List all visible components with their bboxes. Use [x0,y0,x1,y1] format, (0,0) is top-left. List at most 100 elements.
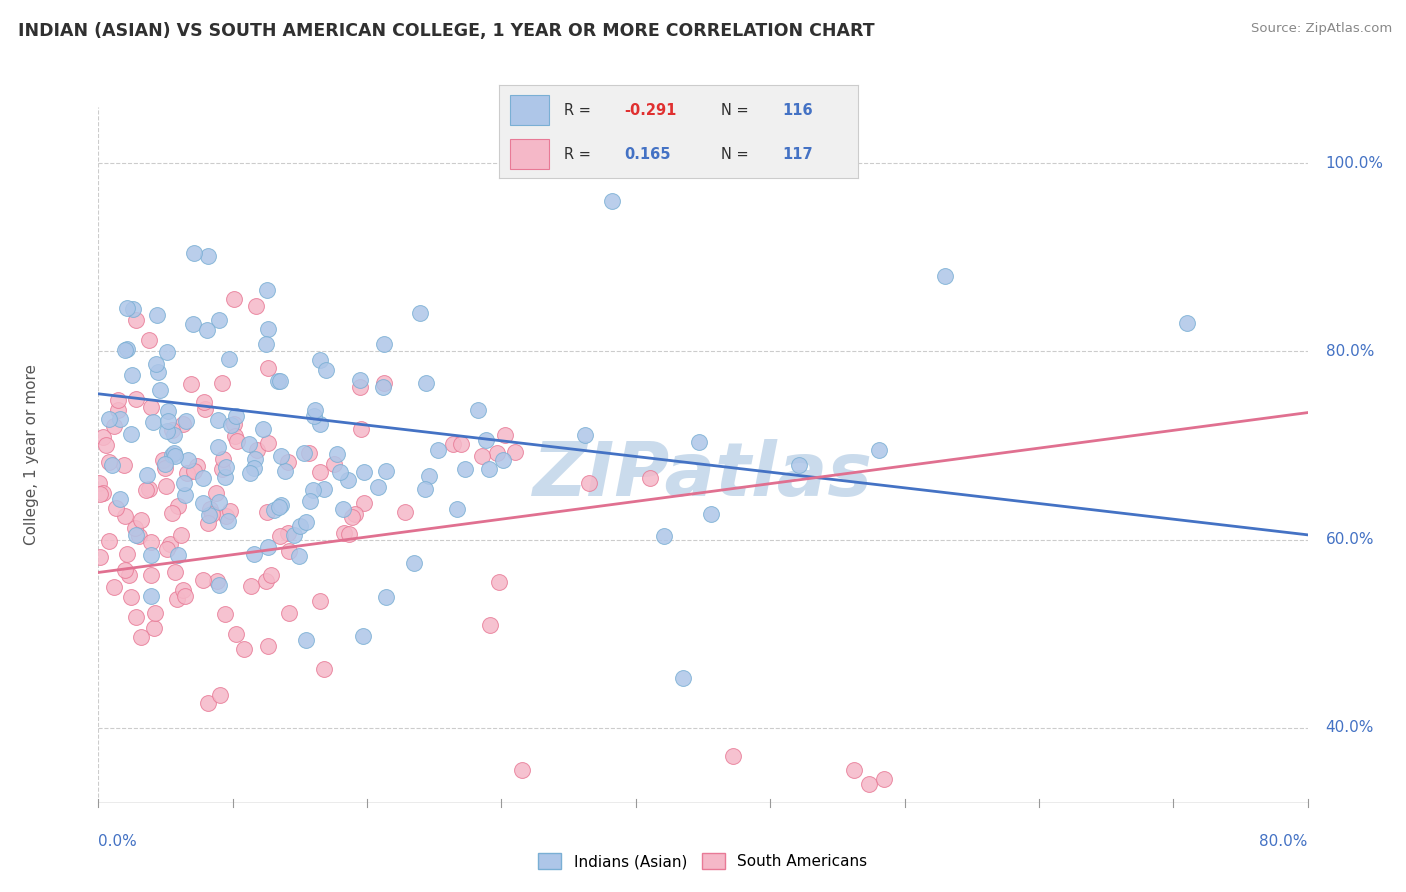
Point [183,246,205,260]
Point [260,568,283,582]
Point [353,496,375,510]
Point [107,392,129,407]
Point [135,483,157,498]
Point [413,483,436,497]
Point [478,461,501,475]
Point [243,461,266,475]
Point [215,508,238,523]
Point [115,301,138,315]
Point [278,544,301,558]
Point [219,418,242,433]
Point [257,436,280,450]
Point [295,633,318,648]
Text: 0.165: 0.165 [624,146,671,161]
Point [198,508,221,523]
Text: INDIAN (ASIAN) VS SOUTH AMERICAN COLLEGE, 1 YEAR OR MORE CORRELATION CHART: INDIAN (ASIAN) VS SOUTH AMERICAN COLLEGE… [18,22,875,40]
Point [191,471,214,485]
Point [149,383,172,397]
Point [225,434,247,448]
Point [135,467,157,482]
Point [492,452,515,467]
Text: 0.0%: 0.0% [98,834,138,849]
Point [93,430,115,444]
Point [108,412,131,426]
Point [160,424,183,438]
Point [89,475,111,490]
Point [186,458,208,473]
Point [700,507,723,521]
Point [129,630,152,644]
Point [315,363,337,377]
Point [418,469,440,483]
Point [177,453,200,467]
Point [238,437,260,451]
Point [205,574,228,588]
Point [283,527,305,541]
Point [314,662,336,676]
Point [349,373,371,387]
Text: N =: N = [721,103,754,118]
Point [153,457,176,471]
Point [156,345,179,359]
Text: ZIPatlas: ZIPatlas [533,439,873,512]
Point [868,443,890,458]
Point [181,318,204,332]
Point [371,380,394,394]
Point [180,376,202,391]
Point [208,313,231,327]
Point [117,547,139,561]
Point [308,465,330,479]
Point [340,509,363,524]
Point [96,438,118,452]
Point [671,671,693,685]
Text: 60.0%: 60.0% [1326,532,1374,547]
Point [934,269,956,284]
Point [148,365,170,379]
Point [292,446,315,460]
Point [93,486,115,500]
Point [254,337,277,351]
Point [308,417,330,431]
Point [246,442,269,457]
Bar [510,95,550,125]
Point [578,476,600,491]
Point [120,427,142,442]
Point [120,591,142,605]
Point [475,433,498,447]
Point [652,529,675,543]
Point [104,501,127,516]
Text: N =: N = [721,146,754,161]
Point [163,428,186,442]
Point [277,455,299,469]
Point [115,343,138,357]
Point [160,507,183,521]
Point [89,487,111,501]
Point [98,412,121,426]
Point [138,482,160,496]
Point [295,515,318,529]
Text: -0.291: -0.291 [624,103,678,118]
Point [478,617,501,632]
Point [107,402,129,417]
Point [218,504,240,518]
Point [374,591,396,605]
Point [503,444,526,458]
Point [270,498,292,512]
Point [290,519,312,533]
Point [214,470,236,484]
Bar [510,139,550,169]
Point [157,404,180,418]
Point [131,513,153,527]
Point [142,621,165,635]
Point [222,417,245,431]
Point [141,549,163,563]
Point [125,609,148,624]
Point [141,589,163,603]
Point [858,777,880,791]
Point [211,452,233,467]
Point [277,526,299,541]
Text: Source: ZipAtlas.com: Source: ZipAtlas.com [1251,22,1392,36]
Point [454,461,477,475]
Point [323,457,346,471]
Point [494,428,516,442]
